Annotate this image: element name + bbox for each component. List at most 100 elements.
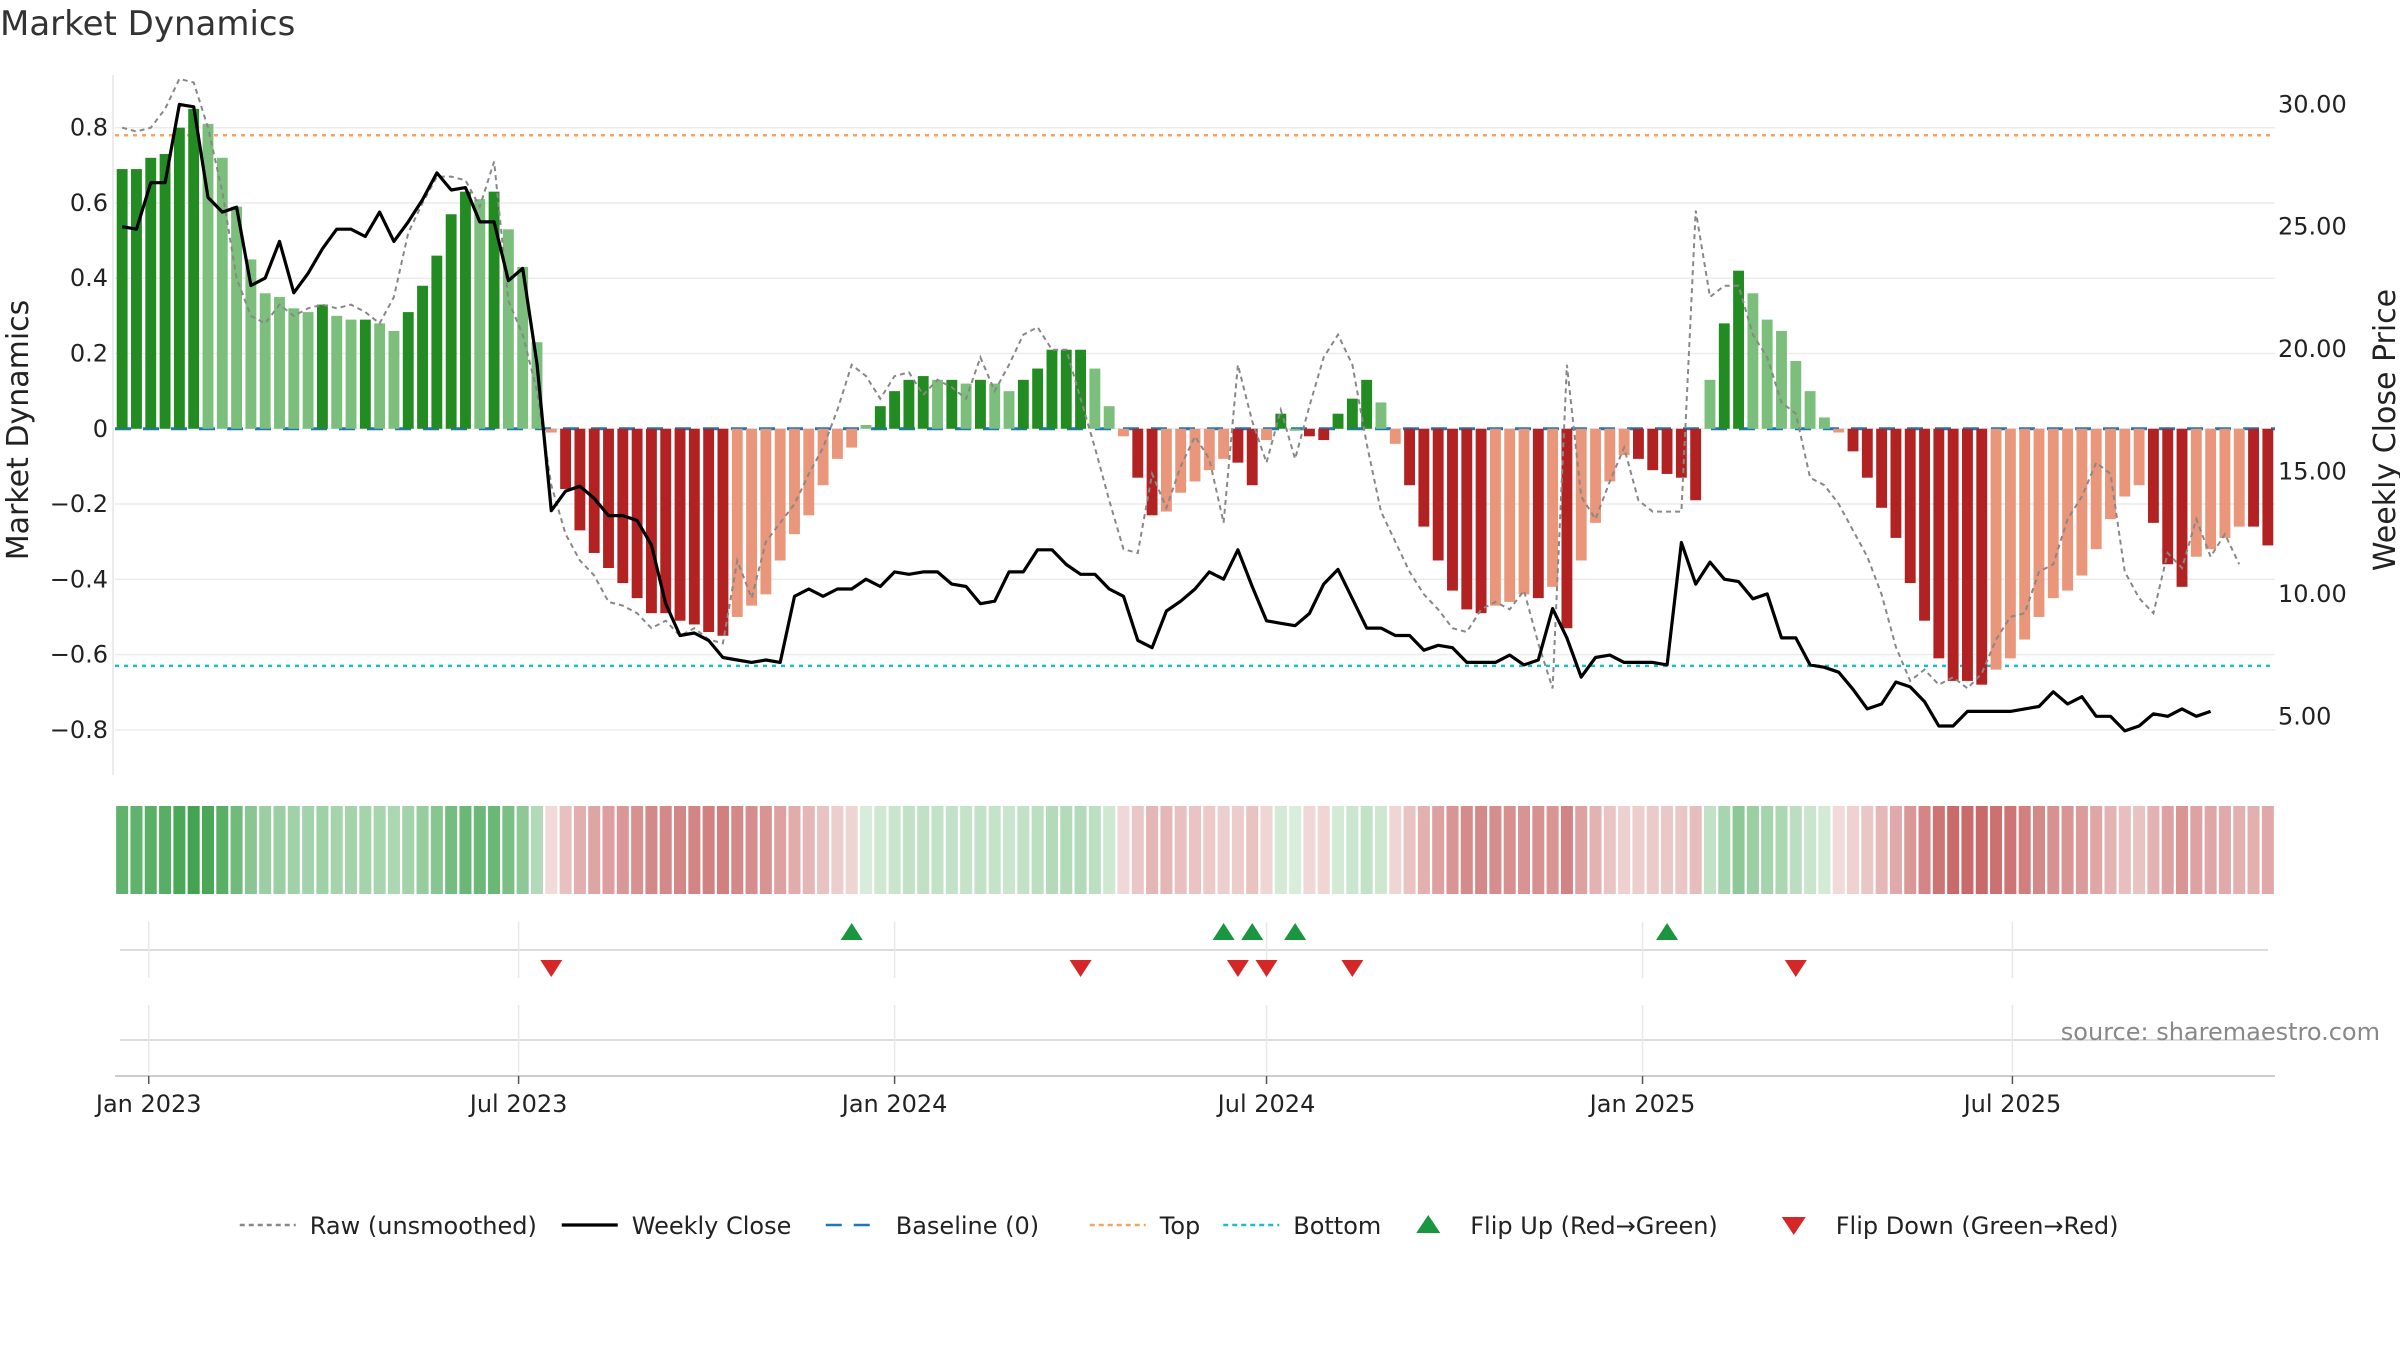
flip-up-marker [1212,923,1235,940]
heat-cell [1074,806,1087,894]
dynamics-bar [2190,428,2202,557]
heat-cell [1904,806,1917,894]
dynamics-bar [116,169,128,429]
dynamics-bar [817,428,829,486]
heat-cell [516,806,529,894]
legend-label: Weekly Close [632,1212,792,1240]
dynamics-bar [1218,428,1230,459]
dynamics-bar [1404,428,1416,486]
heat-cell [1246,806,1259,894]
dynamics-bar [1647,428,1659,471]
heat-cell [1117,806,1130,894]
heat-cell [1761,806,1774,894]
heat-cell [960,806,973,894]
flip-up-marker [1656,923,1679,940]
heat-cell [931,806,944,894]
heat-cell [2075,806,2088,894]
heat-cell [1017,806,1030,894]
heat-cell [788,806,801,894]
dynamics-bar [1504,428,1516,602]
heat-cell [1003,806,1016,894]
flip-down-marker [1341,960,1364,977]
heat-cell [1346,806,1359,894]
legend-entry: Raw (unsmoothed) [239,1212,537,1240]
dynamics-bar [1618,428,1630,456]
dynamics-bar [331,315,343,429]
dynamics-bar [1447,428,1458,591]
y2-axis-label: Weekly Close Price [2368,289,2400,571]
dynamics-bar [1919,428,1930,621]
heat-cell [1560,806,1573,894]
x-tick-label: Jul 2024 [1216,1090,1316,1118]
heat-cell [645,806,658,894]
dynamics-bar [2176,428,2188,587]
dynamics-bar [2105,428,2116,520]
heat-cell [216,806,229,894]
heat-cell [874,806,887,894]
dynamics-bar [1661,428,1673,474]
heat-cell [1847,806,1860,894]
dynamics-bar [1489,428,1501,606]
dynamics-bar [717,428,729,636]
dynamics-bar [1075,349,1086,429]
dynamics-bar [1103,406,1115,429]
dynamics-bar [2019,428,2031,640]
heat-cell [1575,806,1588,894]
dynamics-bar [445,214,457,429]
heat-cell [445,806,458,894]
legend-entry: Weekly Close [561,1212,792,1240]
legend-label: Raw (unsmoothed) [310,1212,537,1240]
heat-cell [1146,806,1159,894]
heat-cell [2190,806,2203,894]
dynamics-bar [860,425,872,429]
dynamics-bar [1175,428,1187,493]
heat-cell [1389,806,1402,894]
heat-cell [616,806,629,894]
dynamics-bar [1046,349,1058,429]
dynamics-bar [903,379,915,429]
dynamics-bar [789,428,800,535]
heat-cell [1675,806,1688,894]
dynamics-bar [774,428,786,561]
heat-cell [1603,806,1616,894]
dynamics-bar [1790,361,1802,429]
heat-cell [1718,806,1731,894]
dynamics-bar [760,428,772,595]
dynamics-bar [1904,428,1916,584]
dynamics-bar [1461,428,1473,610]
dynamics-bar [474,199,486,429]
heat-cell [1975,806,1988,894]
dynamics-bars [116,108,2274,685]
dynamics-bar [1389,428,1401,444]
dynamics-bar [1847,428,1859,452]
dynamics-heat-strip [116,806,2274,894]
heat-cell [674,806,687,894]
dynamics-bar [1346,398,1358,429]
weekly-close-line [121,102,2212,733]
legend-entry: Top [1089,1212,1200,1240]
heat-cell [259,806,272,894]
heat-cell [731,806,744,894]
heat-cell [1546,806,1559,894]
legend-label: Bottom [1293,1212,1381,1240]
dynamics-bar [1976,428,1988,685]
dynamics-bar [159,154,171,429]
dynamics-bar [645,428,657,614]
dynamics-bar [617,428,629,584]
dynamics-bar [374,323,386,429]
y2-tick-label: 15.00 [2278,458,2347,486]
dynamics-bar [1289,428,1301,431]
dynamics-bar [1733,270,1745,429]
dynamics-bar [1375,402,1387,429]
dynamics-bar [417,285,428,429]
dynamics-bar [2147,428,2159,523]
heat-cell [1188,806,1202,894]
dynamics-bar [1118,428,1129,437]
legend: Raw (unsmoothed) Weekly Close Baseline (0)… [239,1212,2119,1240]
dynamics-bar [517,266,529,429]
dynamics-bar [431,255,443,429]
heat-cell [1260,806,1273,894]
dynamics-bar [560,428,572,489]
heat-cell [902,806,915,894]
